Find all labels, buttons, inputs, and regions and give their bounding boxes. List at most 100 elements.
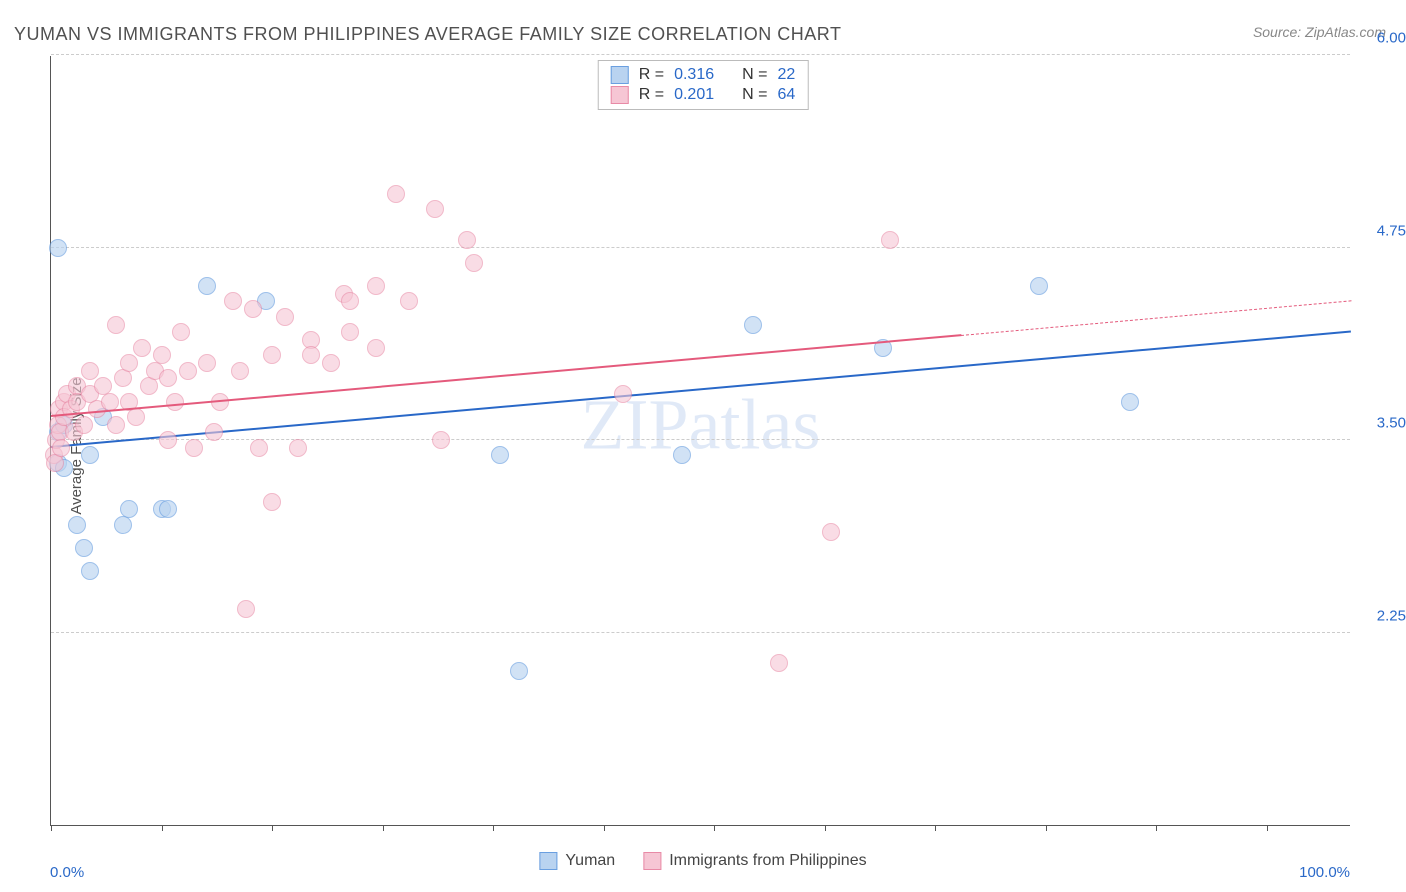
data-point (224, 292, 242, 310)
data-point (491, 446, 509, 464)
y-tick-label: 4.75 (1356, 222, 1406, 239)
x-max-label: 100.0% (1299, 864, 1350, 881)
data-point (341, 323, 359, 341)
x-tick-mark (714, 825, 715, 831)
n-label: N = (742, 66, 767, 84)
x-tick-mark (272, 825, 273, 831)
r-value-yuman: 0.316 (674, 66, 714, 84)
data-point (1121, 393, 1139, 411)
data-point (510, 662, 528, 680)
data-point (140, 377, 158, 395)
n-label: N = (742, 86, 767, 104)
data-point (166, 393, 184, 411)
data-point (81, 362, 99, 380)
data-point (159, 369, 177, 387)
x-tick-mark (1156, 825, 1157, 831)
swatch-icon (643, 852, 661, 870)
data-point (367, 277, 385, 295)
r-label: R = (639, 66, 664, 84)
swatch-icon (539, 852, 557, 870)
chart-title: YUMAN VS IMMIGRANTS FROM PHILIPPINES AVE… (14, 24, 841, 45)
data-point (81, 446, 99, 464)
data-point (341, 292, 359, 310)
gridline (51, 54, 1350, 55)
x-tick-mark (825, 825, 826, 831)
data-point (133, 339, 151, 357)
data-point (302, 346, 320, 364)
x-tick-mark (604, 825, 605, 831)
swatch-icon (611, 66, 629, 84)
data-point (744, 316, 762, 334)
data-point (153, 346, 171, 364)
x-min-label: 0.0% (50, 864, 84, 881)
x-tick-mark (51, 825, 52, 831)
n-value-phil: 64 (777, 86, 795, 104)
regression-line (961, 300, 1351, 336)
data-point (107, 416, 125, 434)
data-point (172, 323, 190, 341)
data-point (179, 362, 197, 380)
data-point (432, 431, 450, 449)
gridline (51, 632, 1350, 633)
regression-line (51, 330, 1351, 447)
data-point (52, 439, 70, 457)
x-tick-mark (493, 825, 494, 831)
x-tick-mark (1046, 825, 1047, 831)
data-point (322, 354, 340, 372)
data-point (465, 254, 483, 272)
data-point (263, 493, 281, 511)
correlation-chart: YUMAN VS IMMIGRANTS FROM PHILIPPINES AVE… (0, 0, 1406, 892)
data-point (120, 354, 138, 372)
x-tick-mark (383, 825, 384, 831)
gridline (51, 439, 1350, 440)
legend-item-yuman: Yuman (539, 852, 615, 870)
r-value-phil: 0.201 (674, 86, 714, 104)
x-tick-mark (162, 825, 163, 831)
data-point (237, 600, 255, 618)
data-point (614, 385, 632, 403)
data-point (114, 369, 132, 387)
data-point (250, 439, 268, 457)
data-point (289, 439, 307, 457)
data-point (673, 446, 691, 464)
stats-row-yuman: R = 0.316 N = 22 (611, 65, 796, 85)
data-point (49, 239, 67, 257)
y-tick-label: 2.25 (1356, 607, 1406, 624)
data-point (198, 354, 216, 372)
data-point (68, 516, 86, 534)
y-tick-label: 6.00 (1356, 30, 1406, 47)
data-point (114, 516, 132, 534)
stats-row-phil: R = 0.201 N = 64 (611, 85, 796, 105)
data-point (159, 431, 177, 449)
data-point (159, 500, 177, 518)
swatch-icon (611, 86, 629, 104)
gridline (51, 247, 1350, 248)
data-point (276, 308, 294, 326)
data-point (127, 408, 145, 426)
stats-legend: R = 0.316 N = 22 R = 0.201 N = 64 (598, 60, 809, 110)
data-point (75, 539, 93, 557)
data-point (205, 423, 223, 441)
data-point (75, 416, 93, 434)
r-label: R = (639, 86, 664, 104)
x-tick-mark (935, 825, 936, 831)
legend-label-phil: Immigrants from Philippines (669, 852, 866, 870)
data-point (198, 277, 216, 295)
data-point (120, 500, 138, 518)
legend-label-yuman: Yuman (565, 852, 615, 870)
data-point (263, 346, 281, 364)
data-point (46, 454, 64, 472)
data-point (458, 231, 476, 249)
data-point (881, 231, 899, 249)
legend-item-phil: Immigrants from Philippines (643, 852, 866, 870)
data-point (367, 339, 385, 357)
x-tick-mark (1267, 825, 1268, 831)
series-legend: Yuman Immigrants from Philippines (539, 852, 866, 870)
n-value-yuman: 22 (777, 66, 795, 84)
data-point (426, 200, 444, 218)
y-tick-label: 3.50 (1356, 415, 1406, 432)
data-point (81, 562, 99, 580)
data-point (244, 300, 262, 318)
data-point (400, 292, 418, 310)
data-point (770, 654, 788, 672)
